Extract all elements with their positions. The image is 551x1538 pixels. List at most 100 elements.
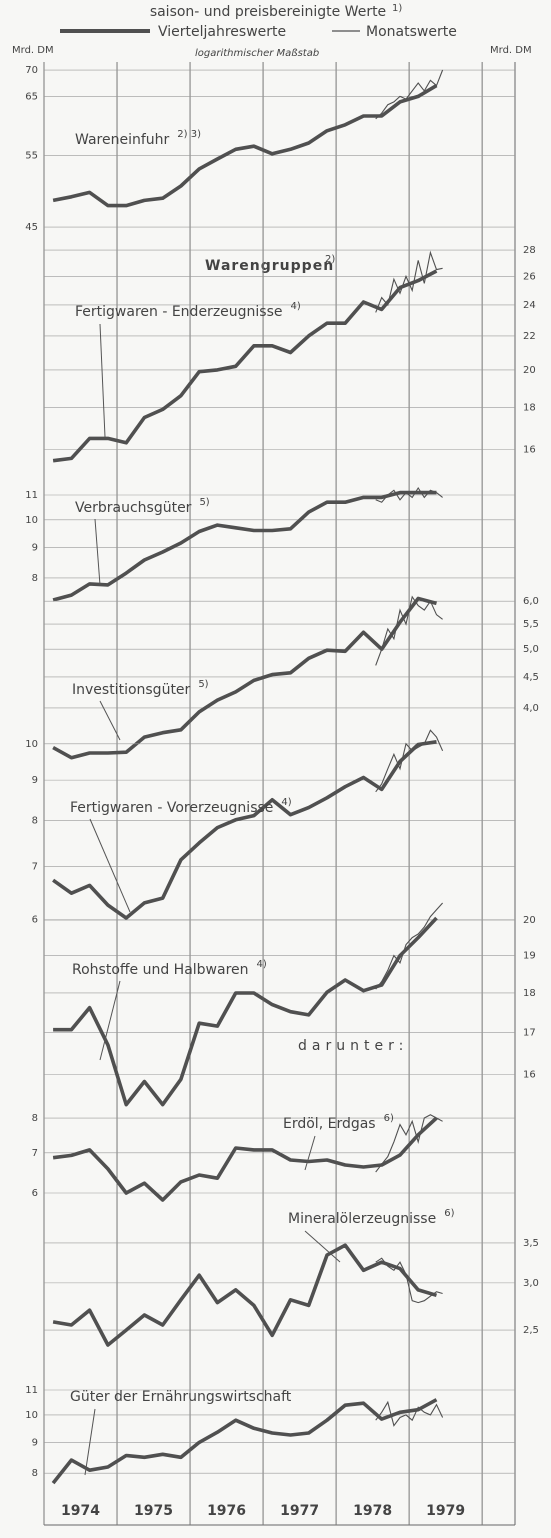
y-unit-left: Mrd. DM (12, 45, 54, 56)
legend-label: Monatswerte (366, 24, 457, 40)
y-tick-label: 28 (523, 245, 536, 256)
quarterly-line (53, 916, 438, 1107)
series-note: 6) (444, 1208, 454, 1219)
y-tick-label: 9 (32, 542, 38, 553)
monthly-line (375, 595, 443, 666)
y-tick-label: 19 (523, 951, 536, 962)
y-tick-label: 8 (32, 573, 38, 584)
y-tick-label: 11 (25, 490, 38, 501)
y-tick-label: 17 (523, 1028, 536, 1039)
group-note: 2) (325, 254, 335, 265)
x-tick-label: 1977 (280, 1503, 319, 1519)
series-label: Erdöl, Erdgas (283, 1116, 376, 1132)
monthly-line (375, 1257, 443, 1304)
series-label: Mineralölerzeugnisse (288, 1211, 436, 1227)
series-label: Wareneinfuhr (75, 132, 170, 148)
y-tick-label: 4,0 (523, 703, 539, 714)
quarterly-line (52, 84, 438, 208)
y-tick-label: 18 (523, 988, 536, 999)
y-tick-label: 18 (523, 402, 536, 413)
y-tick-label: 3,0 (523, 1278, 539, 1289)
monthly-line (375, 250, 443, 313)
y-tick-label: 24 (523, 300, 536, 311)
y-tick-label: 10 (25, 515, 38, 526)
y-tick-label: 8 (32, 816, 38, 827)
leader-line (94, 518, 101, 586)
subgroup-text: darunter: (298, 1038, 408, 1054)
y-tick-label: 5,0 (523, 644, 539, 655)
x-tick-label: 1978 (353, 1503, 392, 1519)
y-tick-label: 16 (523, 1069, 536, 1080)
monthly-line (375, 1114, 443, 1173)
quarterly-line (52, 490, 437, 602)
scale-note: logarithmischer Maßstab (195, 48, 319, 59)
y-tick-label: 3,5 (523, 1238, 539, 1249)
quarterly-line (52, 269, 438, 463)
monthly-line (375, 729, 444, 793)
y-tick-label: 11 (25, 1385, 38, 1396)
x-tick-label: 1974 (61, 1503, 100, 1519)
y-tick-label: 6 (32, 1188, 38, 1199)
y-tick-label: 10 (25, 1410, 38, 1421)
y-tick-label: 2,5 (523, 1325, 539, 1336)
quarterly-line (52, 596, 437, 760)
quarterly-line (51, 1398, 438, 1485)
series-note: 6) (384, 1113, 394, 1124)
y-tick-label: 8 (32, 1113, 38, 1124)
y-tick-label: 55 (25, 151, 38, 162)
leader-line (89, 818, 131, 913)
leader-line (99, 700, 121, 741)
y-tick-label: 7 (32, 1148, 38, 1159)
series-note: 5) (198, 679, 208, 690)
series-note: 5) (199, 497, 209, 508)
y-tick-label: 5,5 (523, 619, 539, 630)
x-tick-label: 1979 (426, 1503, 465, 1519)
series-label: Güter der Ernährungswirtschaft (70, 1389, 292, 1405)
y-unit-right: Mrd. DM (490, 45, 532, 56)
y-tick-label: 70 (25, 65, 38, 76)
quarterly-line (52, 1116, 438, 1202)
series-label: Investitionsgüter (72, 682, 191, 698)
series-note: 2) 3) (177, 129, 201, 140)
title-note: 1) (392, 3, 402, 14)
x-tick-label: 1975 (134, 1503, 173, 1519)
y-tick-label: 20 (523, 365, 536, 376)
group-heading: Warengruppen (205, 258, 334, 274)
chart-title: saison- und preisbereinigte Werte (150, 4, 386, 20)
y-tick-label: 10 (25, 739, 38, 750)
monthly-line (375, 69, 444, 120)
y-tick-label: 9 (32, 1437, 38, 1448)
series-note: 4) (257, 959, 267, 970)
y-tick-label: 26 (523, 271, 536, 282)
leader-line (99, 980, 121, 1061)
y-tick-label: 65 (25, 91, 38, 102)
leader-line (99, 323, 106, 438)
legend-label: Vierteljahreswerte (158, 24, 286, 40)
y-tick-label: 4,5 (523, 672, 539, 683)
y-tick-label: 8 (32, 1468, 38, 1479)
monthly-line (375, 1400, 444, 1427)
y-tick-label: 16 (523, 444, 536, 455)
y-tick-label: 9 (32, 775, 38, 786)
quarterly-line (52, 740, 437, 920)
series-label: Verbrauchsgüter (75, 500, 192, 516)
y-tick-label: 45 (25, 222, 38, 233)
y-tick-label: 22 (523, 331, 536, 342)
series-label: Rohstoffe und Halbwaren (72, 962, 249, 978)
leader-line (304, 1230, 341, 1263)
series-note: 4) (281, 797, 291, 808)
y-tick-label: 6 (32, 915, 38, 926)
series-label: Fertigwaren - Vorerzeugnisse (70, 800, 273, 816)
y-tick-label: 6,0 (523, 596, 539, 607)
leader-line (304, 1135, 316, 1171)
y-tick-label: 7 (32, 862, 38, 873)
y-tick-label: 20 (523, 915, 536, 926)
monthly-line (375, 902, 444, 990)
series-label: Fertigwaren - Enderzeugnisse (75, 304, 283, 320)
monthly-line (375, 486, 443, 503)
quarterly-line (52, 1243, 438, 1347)
x-tick-label: 1976 (207, 1503, 246, 1519)
series-note: 4) (291, 301, 301, 312)
